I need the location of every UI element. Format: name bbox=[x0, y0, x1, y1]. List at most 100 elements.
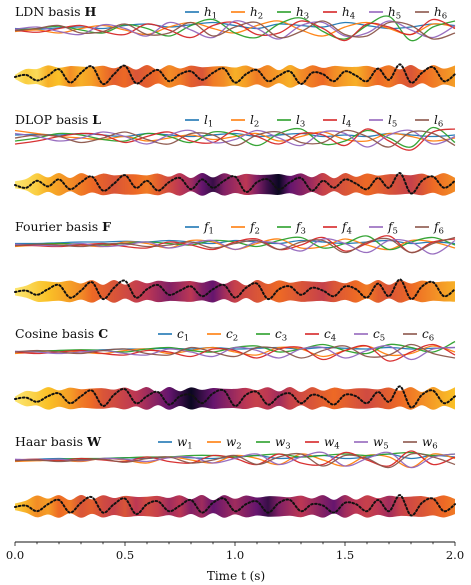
panel-title: Fourier basis F bbox=[15, 219, 111, 234]
basis-line-l4 bbox=[14, 128, 456, 151]
activity-band bbox=[15, 387, 455, 410]
legend-label: l4 bbox=[342, 113, 351, 130]
legend-label: l5 bbox=[388, 113, 397, 130]
panel-title-symbol: L bbox=[92, 112, 101, 127]
legend-entry-l3: l3 bbox=[277, 113, 305, 130]
panel-title-symbol: W bbox=[86, 434, 102, 449]
panel-title-text: LDN basis bbox=[15, 4, 85, 19]
activity-band bbox=[15, 64, 455, 88]
legend-entry-f5: f5 bbox=[369, 220, 398, 237]
panel-title-text: Haar basis bbox=[15, 434, 87, 449]
legend-entry-w3: w3 bbox=[256, 435, 291, 452]
legend-entry-c6: c6 bbox=[403, 327, 434, 344]
x-axis-label: Time t (s) bbox=[207, 569, 265, 583]
legend-label: c1 bbox=[177, 327, 189, 344]
legend-entry-w1: w1 bbox=[158, 435, 193, 452]
x-tick-label: 1.0 bbox=[226, 548, 244, 562]
basis-line-f3 bbox=[14, 235, 456, 251]
legend-entry-f6: f6 bbox=[415, 220, 444, 237]
input-signal bbox=[14, 278, 456, 301]
legend-label: f2 bbox=[249, 220, 260, 237]
legend-entry-f4: f4 bbox=[323, 220, 352, 237]
legend-label: h1 bbox=[204, 5, 217, 22]
panel-title-symbol: H bbox=[85, 4, 97, 19]
panel-title: LDN basis H bbox=[15, 4, 97, 19]
legend-entry-c1: c1 bbox=[158, 327, 189, 344]
input-signal bbox=[14, 63, 456, 86]
legend-label: c2 bbox=[226, 327, 238, 344]
legend-label: l6 bbox=[434, 113, 443, 130]
legend-entry-h4: h4 bbox=[323, 5, 355, 22]
legend-label: w5 bbox=[373, 435, 389, 452]
legend-label: l3 bbox=[296, 113, 305, 130]
panel-title-text: Cosine basis bbox=[15, 326, 98, 341]
input-signal bbox=[14, 172, 456, 195]
legend-label: h5 bbox=[388, 5, 401, 22]
legend-label: h6 bbox=[434, 5, 447, 22]
legend-entry-l4: l4 bbox=[323, 113, 351, 130]
legend-entry-l1: l1 bbox=[185, 113, 213, 130]
legend-entry-c2: c2 bbox=[207, 327, 238, 344]
x-tick-label: 0.0 bbox=[6, 548, 24, 562]
panel-3: Fourier basis F f1 f2 f3 f4 f5 f6 bbox=[14, 219, 456, 303]
panel-title-symbol: F bbox=[102, 219, 111, 234]
legend-label: c4 bbox=[324, 327, 336, 344]
legend-label: l1 bbox=[204, 113, 213, 130]
legend-label: f1 bbox=[203, 220, 214, 237]
legend-label: w2 bbox=[226, 435, 242, 452]
panel-title-symbol: C bbox=[98, 326, 108, 341]
legend-entry-h2: h2 bbox=[231, 5, 263, 22]
legend-label: c5 bbox=[373, 327, 385, 344]
legend-label: f5 bbox=[387, 220, 398, 237]
legend-label: w1 bbox=[177, 435, 193, 452]
legend-label: l2 bbox=[250, 113, 259, 130]
legend-label: h3 bbox=[296, 5, 309, 22]
legend-label: h2 bbox=[250, 5, 263, 22]
legend-entry-f3: f3 bbox=[277, 220, 306, 237]
basis-line-w6 bbox=[14, 452, 456, 469]
legend-entry-l2: l2 bbox=[231, 113, 259, 130]
legend-entry-w5: w5 bbox=[354, 435, 389, 452]
legend-entry-c5: c5 bbox=[354, 327, 385, 344]
basis-line-f1 bbox=[14, 239, 456, 245]
basis-line-f6 bbox=[14, 236, 456, 254]
basis-line-c6 bbox=[14, 343, 456, 359]
legend-entry-h1: h1 bbox=[185, 5, 217, 22]
legend-entry-l6: l6 bbox=[415, 113, 443, 130]
panel-title: Haar basis W bbox=[15, 434, 102, 449]
basis-line-h5 bbox=[14, 20, 456, 40]
legend-entry-h3: h3 bbox=[277, 5, 309, 22]
panel-title: DLOP basis L bbox=[15, 112, 101, 127]
legend-entry-l5: l5 bbox=[369, 113, 397, 130]
x-axis: 0.0 0.5 1.0 1.5 2.0 bbox=[6, 541, 464, 562]
activity-band bbox=[15, 494, 455, 518]
legend-label: w3 bbox=[275, 435, 291, 452]
x-tick-label: 1.5 bbox=[336, 548, 354, 562]
legend-entry-f1: f1 bbox=[185, 220, 214, 237]
legend-label: f4 bbox=[341, 220, 352, 237]
panel-title-text: DLOP basis bbox=[15, 112, 92, 127]
input-signal bbox=[14, 494, 456, 517]
legend-entry-c4: c4 bbox=[305, 327, 336, 344]
legend-label: c6 bbox=[422, 327, 434, 344]
legend-label: f6 bbox=[433, 220, 444, 237]
legend-label: f3 bbox=[295, 220, 306, 237]
basis-line-c5 bbox=[14, 345, 456, 361]
legend-entry-w6: w6 bbox=[403, 435, 438, 452]
legend-label: h4 bbox=[342, 5, 355, 22]
legend-entry-f2: f2 bbox=[231, 220, 260, 237]
panel-title: Cosine basis C bbox=[15, 326, 108, 341]
x-tick-label: 2.0 bbox=[446, 548, 464, 562]
legend-label: c3 bbox=[275, 327, 287, 344]
legend-label: w6 bbox=[422, 435, 438, 452]
input-signal bbox=[14, 385, 456, 409]
legend-entry-c3: c3 bbox=[256, 327, 287, 344]
legend-entry-w2: w2 bbox=[207, 435, 242, 452]
basis-line-f5 bbox=[14, 238, 456, 255]
